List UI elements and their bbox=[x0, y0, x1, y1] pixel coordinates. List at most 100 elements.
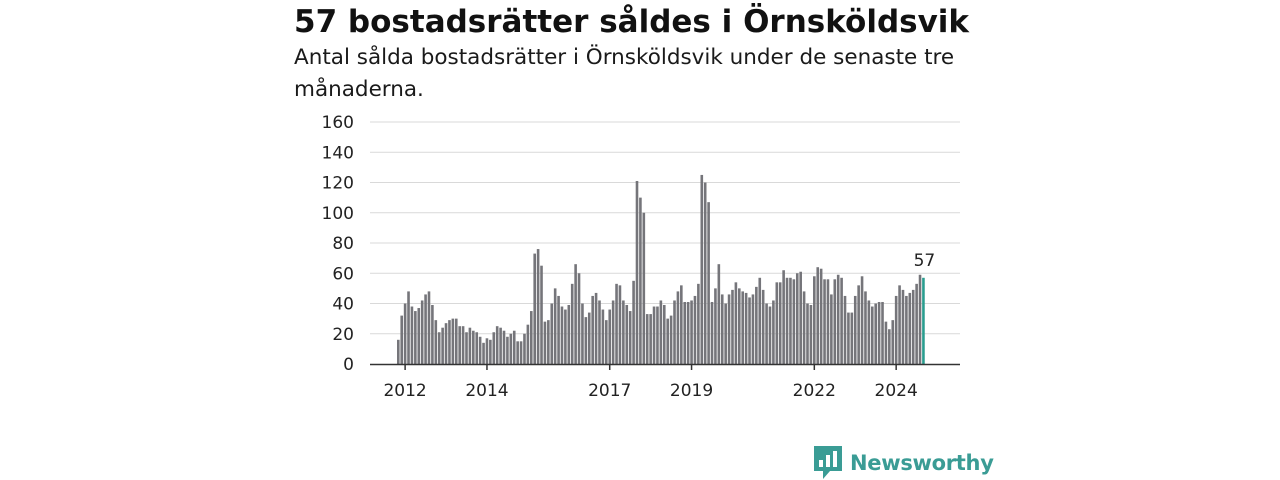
bar bbox=[533, 253, 536, 364]
bar bbox=[632, 280, 635, 364]
bar bbox=[458, 326, 461, 364]
bar bbox=[581, 303, 584, 364]
bar bbox=[560, 306, 564, 364]
bar bbox=[789, 277, 792, 364]
bar bbox=[594, 292, 598, 364]
bar bbox=[577, 273, 581, 364]
bar bbox=[816, 267, 820, 364]
y-tick-label: 160 bbox=[322, 113, 354, 133]
y-tick-label: 20 bbox=[332, 325, 354, 345]
bar bbox=[567, 305, 571, 364]
bar bbox=[710, 301, 714, 364]
bar bbox=[734, 282, 738, 364]
bar bbox=[741, 291, 745, 364]
y-tick-label: 0 bbox=[343, 355, 354, 375]
y-tick-label: 120 bbox=[322, 174, 354, 194]
bar bbox=[543, 321, 547, 364]
bar bbox=[823, 279, 826, 364]
bar bbox=[785, 277, 789, 364]
newsworthy-brand[interactable]: Newsworthy bbox=[814, 446, 994, 480]
bar bbox=[427, 291, 431, 364]
bar bbox=[397, 339, 400, 364]
bar bbox=[714, 288, 717, 364]
x-tick-label: 2014 bbox=[465, 381, 508, 401]
bar bbox=[444, 323, 448, 364]
bar bbox=[529, 311, 533, 364]
bar bbox=[870, 306, 874, 364]
bar bbox=[864, 291, 867, 364]
bar bbox=[547, 320, 550, 364]
bar bbox=[850, 312, 854, 364]
bar bbox=[720, 294, 724, 364]
bar bbox=[843, 295, 847, 364]
bar bbox=[857, 285, 860, 364]
y-tick-label: 80 bbox=[332, 234, 354, 254]
bar bbox=[901, 289, 905, 364]
bar bbox=[570, 283, 574, 364]
y-tick-label: 140 bbox=[322, 143, 354, 163]
bar bbox=[905, 295, 908, 364]
bar bbox=[475, 332, 479, 364]
bar bbox=[625, 305, 629, 364]
bar bbox=[826, 279, 830, 364]
bar bbox=[451, 318, 455, 364]
bar bbox=[414, 311, 417, 364]
bar bbox=[772, 300, 775, 364]
bar bbox=[495, 326, 499, 364]
bar bbox=[922, 277, 925, 364]
bar bbox=[420, 300, 424, 364]
bar bbox=[611, 300, 615, 364]
bar bbox=[765, 303, 768, 364]
bar bbox=[407, 291, 410, 364]
bar bbox=[819, 268, 823, 364]
bar-chart: 0 20 40 60 80 100 120 140 160 2012 2014 2017 2019 202… bbox=[322, 113, 960, 401]
bar bbox=[492, 332, 496, 364]
bar bbox=[707, 202, 710, 364]
chart-title: 57 bostadsrätter såldes i Örnsköldsvik bbox=[294, 4, 970, 40]
bar bbox=[833, 279, 837, 364]
bar bbox=[830, 294, 833, 364]
bar bbox=[898, 285, 901, 364]
bar bbox=[659, 300, 663, 364]
bar bbox=[792, 279, 796, 364]
bar bbox=[499, 327, 502, 364]
bar bbox=[782, 270, 785, 364]
bar bbox=[536, 249, 540, 364]
bar bbox=[717, 264, 721, 364]
bar bbox=[744, 292, 748, 364]
bar bbox=[489, 339, 492, 364]
bar bbox=[639, 197, 642, 364]
bar bbox=[564, 309, 567, 364]
bar bbox=[509, 333, 513, 364]
bar bbox=[591, 295, 594, 364]
bar bbox=[724, 303, 727, 364]
bar bbox=[437, 332, 441, 364]
bar bbox=[478, 336, 482, 364]
bar bbox=[676, 291, 680, 364]
bar bbox=[608, 309, 612, 364]
bar bbox=[540, 265, 543, 364]
bar bbox=[758, 277, 762, 364]
x-tick-label: 2022 bbox=[793, 381, 836, 401]
bar bbox=[795, 273, 799, 364]
bar bbox=[727, 294, 731, 364]
bar bbox=[516, 341, 519, 364]
bar bbox=[434, 320, 438, 364]
bar bbox=[690, 300, 693, 364]
bar bbox=[680, 285, 683, 364]
bar bbox=[894, 295, 898, 364]
bar bbox=[836, 274, 840, 364]
bar bbox=[652, 306, 656, 364]
bar bbox=[618, 285, 622, 364]
bar bbox=[519, 341, 523, 364]
bar bbox=[417, 308, 421, 364]
bar bbox=[877, 301, 881, 364]
bar bbox=[799, 271, 802, 364]
bar bbox=[840, 277, 843, 364]
bar bbox=[802, 291, 806, 364]
bar bbox=[813, 276, 816, 364]
bar bbox=[911, 289, 915, 364]
bar bbox=[748, 297, 751, 364]
bar bbox=[751, 294, 755, 364]
bar bbox=[755, 286, 758, 364]
